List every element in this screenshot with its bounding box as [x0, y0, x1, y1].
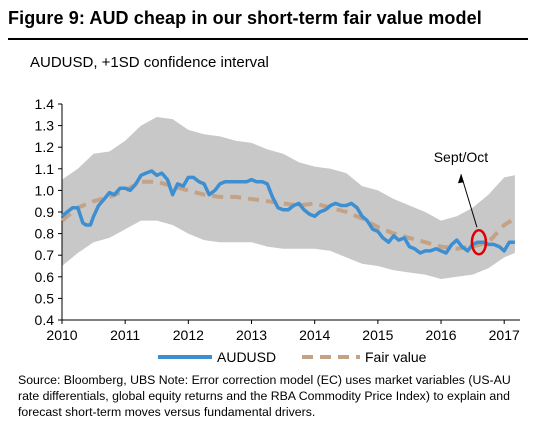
figure-title: Figure 9: AUD cheap in our short-term fa… — [8, 8, 482, 28]
annotation-arrowhead — [457, 174, 464, 184]
y-tick-label: 0.9 — [35, 204, 55, 220]
series-audusd-line — [60, 169, 515, 255]
confidence-band — [62, 117, 515, 279]
x-tick-label: 2016 — [425, 327, 456, 343]
title-rule — [8, 38, 528, 40]
y-tick-label: 0.4 — [35, 312, 55, 328]
x-tick-label: 2014 — [299, 327, 330, 343]
y-tick-label: 0.7 — [35, 247, 55, 263]
source-note: Source: Bloomberg, UBS Note: Error corre… — [18, 373, 511, 419]
x-tick-label: 2011 — [110, 327, 140, 343]
y-tick-label: 1.1 — [35, 161, 55, 177]
y-tick-label: 0.5 — [35, 290, 55, 306]
series-fair-value-line — [60, 179, 516, 251]
annotation-label: Sept/Oct — [434, 149, 489, 165]
x-tick-label: 2017 — [489, 327, 520, 343]
chart-subtitle: AUDUSD, +1SD confidence interval — [30, 54, 269, 71]
highlight-circle — [470, 228, 488, 256]
x-tick-label: 2012 — [173, 327, 204, 343]
y-tick-label: 1.2 — [35, 139, 55, 155]
line-chart: 0.4 0.5 0.6 0.7 0.8 0.9 1.0 1.1 1.2 1.3 1.4 2010 201… — [35, 96, 520, 365]
x-tick-label: 2015 — [362, 327, 393, 343]
y-tick-label: 0.6 — [35, 269, 55, 285]
x-tick-label: 2010 — [46, 327, 77, 343]
y-tick-label: 1.0 — [35, 182, 55, 198]
annotation-arrow — [460, 174, 478, 228]
legend-label-audusd: AUDUSD — [217, 349, 276, 365]
y-tick-label: 0.8 — [35, 226, 55, 242]
legend-label-fair-value: Fair value — [365, 349, 427, 365]
y-tick-label: 1.4 — [35, 96, 55, 112]
x-tick-label: 2013 — [236, 327, 267, 343]
y-tick-label: 1.3 — [35, 118, 55, 134]
